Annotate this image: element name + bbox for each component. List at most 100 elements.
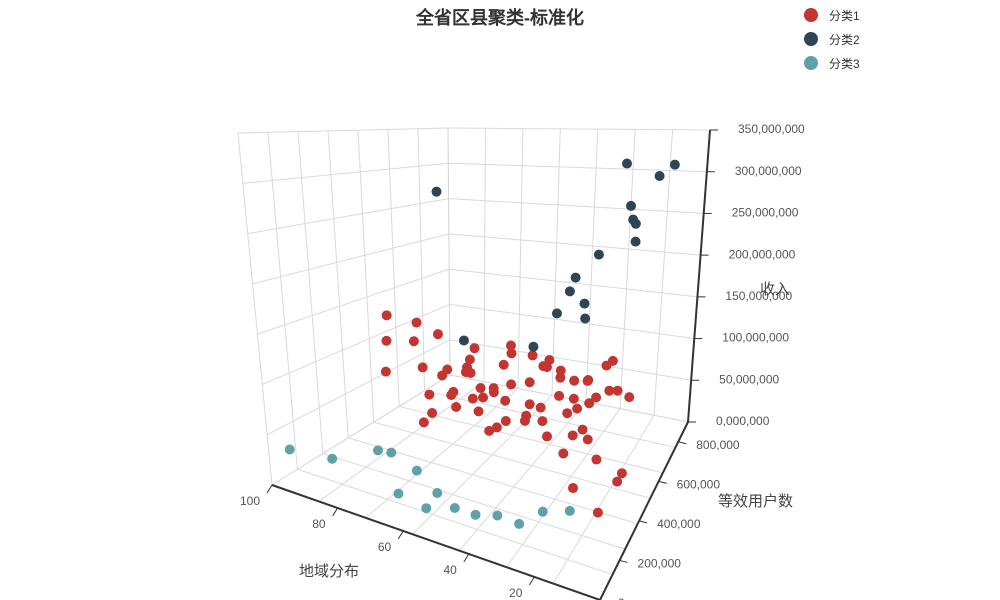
data-point-series-1[interactable] (555, 365, 566, 376)
grid-line (399, 405, 663, 474)
data-point-series-1[interactable] (465, 368, 476, 379)
grid-line (448, 162, 707, 173)
data-point-series-2[interactable] (669, 159, 680, 170)
data-point-series-1[interactable] (604, 385, 615, 396)
data-point-series-1[interactable] (446, 390, 457, 401)
data-point-series-3[interactable] (514, 518, 525, 529)
data-point-series-2[interactable] (580, 313, 591, 324)
data-point-series-1[interactable] (601, 360, 612, 371)
data-point-series-1[interactable] (424, 389, 435, 400)
data-point-series-1[interactable] (478, 392, 489, 403)
data-point-series-1[interactable] (554, 390, 565, 401)
data-point-series-1[interactable] (498, 359, 509, 370)
data-point-series-3[interactable] (421, 503, 432, 514)
data-point-series-2[interactable] (654, 171, 665, 182)
data-point-series-1[interactable] (469, 343, 480, 354)
data-point-series-1[interactable] (582, 375, 593, 386)
data-point-series-1[interactable] (558, 448, 569, 459)
data-point-series-1[interactable] (500, 395, 511, 406)
data-point-series-3[interactable] (470, 509, 481, 520)
data-point-series-2[interactable] (564, 286, 575, 297)
data-point-series-1[interactable] (584, 398, 595, 409)
data-point-series-3[interactable] (386, 447, 397, 458)
data-point-series-1[interactable] (442, 364, 453, 375)
data-point-series-1[interactable] (506, 348, 517, 359)
data-point-series-1[interactable] (418, 417, 429, 428)
data-point-series-1[interactable] (484, 425, 495, 436)
data-point-series-1[interactable] (432, 329, 443, 340)
data-point-series-1[interactable] (521, 410, 532, 421)
data-point-series-1[interactable] (541, 431, 552, 442)
data-point-series-2[interactable] (570, 272, 581, 283)
data-point-series-1[interactable] (555, 372, 566, 383)
data-point-series-3[interactable] (393, 488, 404, 499)
data-point-series-3[interactable] (284, 444, 295, 455)
data-point-series-1[interactable] (591, 392, 602, 403)
data-point-series-1[interactable] (569, 375, 580, 386)
data-point-series-2[interactable] (431, 186, 442, 197)
data-point-series-1[interactable] (577, 424, 588, 435)
data-point-series-1[interactable] (572, 403, 583, 414)
legend-item-series-2[interactable]: 分类2 (804, 27, 860, 51)
data-point-series-1[interactable] (562, 408, 573, 419)
grid-line (447, 127, 451, 376)
data-point-series-1[interactable] (417, 362, 428, 373)
data-point-series-3[interactable] (372, 445, 383, 456)
data-point-series-2[interactable] (593, 249, 604, 260)
data-point-series-1[interactable] (568, 393, 579, 404)
data-point-series-2[interactable] (458, 335, 469, 346)
data-point-series-1[interactable] (616, 468, 627, 479)
data-point-series-1[interactable] (527, 350, 538, 361)
data-point-series-1[interactable] (411, 317, 422, 328)
data-point-series-1[interactable] (473, 406, 484, 417)
grid-line (448, 198, 704, 214)
legend-item-series-3[interactable]: 分类3 (804, 51, 860, 75)
data-point-series-1[interactable] (488, 383, 499, 394)
data-point-series-3[interactable] (327, 453, 338, 464)
data-point-series-1[interactable] (592, 507, 603, 518)
data-point-series-2[interactable] (630, 236, 641, 247)
data-point-series-1[interactable] (380, 366, 391, 377)
data-point-series-1[interactable] (591, 454, 602, 465)
x-tick-mark (332, 507, 339, 517)
data-point-series-3[interactable] (449, 502, 460, 513)
data-point-series-2[interactable] (626, 200, 637, 211)
data-point-series-1[interactable] (381, 310, 392, 321)
data-point-series-1[interactable] (524, 377, 535, 388)
data-point-series-1[interactable] (612, 476, 623, 487)
data-point-series-1[interactable] (567, 430, 578, 441)
data-point-series-1[interactable] (464, 354, 475, 365)
data-point-series-3[interactable] (432, 487, 443, 498)
data-point-series-1[interactable] (467, 393, 478, 404)
data-point-series-1[interactable] (500, 416, 511, 427)
data-point-series-1[interactable] (535, 402, 546, 413)
legend-item-series-1[interactable]: 分类1 (804, 3, 860, 27)
data-point-series-1[interactable] (408, 336, 419, 347)
legend-marker-series-3 (804, 56, 818, 70)
data-point-series-1[interactable] (381, 335, 392, 346)
data-point-series-1[interactable] (505, 340, 516, 351)
data-point-series-1[interactable] (541, 362, 552, 373)
data-point-series-1[interactable] (524, 399, 535, 410)
data-point-series-3[interactable] (411, 465, 422, 476)
data-point-series-1[interactable] (451, 401, 462, 412)
data-point-series-3[interactable] (537, 506, 548, 517)
data-point-series-2[interactable] (551, 308, 562, 319)
data-point-series-3[interactable] (492, 510, 503, 521)
data-point-series-1[interactable] (475, 383, 486, 394)
data-point-series-1[interactable] (506, 379, 517, 390)
data-point-series-1[interactable] (427, 408, 438, 419)
x-tick-mark (463, 553, 470, 563)
data-point-series-1[interactable] (582, 434, 593, 445)
data-point-series-1[interactable] (567, 483, 578, 494)
data-point-series-2[interactable] (579, 298, 590, 309)
data-point-series-1[interactable] (491, 422, 502, 433)
data-point-series-2[interactable] (630, 218, 641, 229)
data-point-series-1[interactable] (537, 416, 548, 427)
data-point-series-2[interactable] (621, 158, 632, 169)
data-point-series-1[interactable] (612, 385, 623, 396)
data-point-series-3[interactable] (564, 505, 575, 516)
data-point-series-1[interactable] (624, 392, 635, 403)
data-point-series-2[interactable] (528, 341, 539, 352)
